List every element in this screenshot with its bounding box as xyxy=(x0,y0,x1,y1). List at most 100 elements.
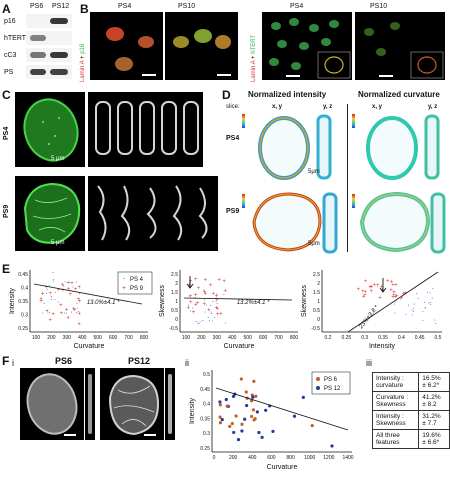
x-tick-label: 0 xyxy=(213,455,216,461)
data-point-ps9: + xyxy=(194,303,198,309)
svg-text:+: + xyxy=(217,278,221,284)
data-point-ps4: · xyxy=(423,298,426,307)
y-tick-label: 1.5 xyxy=(313,290,320,296)
x-tick-label: 1400 xyxy=(342,455,353,461)
panel-d-title-intensity: Normalized intensity xyxy=(248,90,327,99)
svg-text:+: + xyxy=(392,290,396,296)
data-point-ps4: · xyxy=(210,309,213,318)
panel-f-i-label: i xyxy=(12,358,14,368)
data-point-ps6 xyxy=(240,422,244,426)
x-tick-label: 800 xyxy=(286,455,295,461)
panel-label-a: A xyxy=(2,2,11,16)
data-point-ps9: + xyxy=(394,282,398,288)
data-point-ps4: · xyxy=(210,308,213,317)
svg-text:+: + xyxy=(194,277,198,283)
svg-text:+: + xyxy=(187,283,191,289)
svg-text:·: · xyxy=(415,289,418,298)
data-point-ps4: · xyxy=(46,285,49,294)
data-point-ps9: + xyxy=(203,302,207,308)
data-point-ps9: + xyxy=(361,289,365,295)
svg-text:+: + xyxy=(189,300,193,306)
svg-text:+: + xyxy=(378,296,382,302)
y-tick-label: 0.5 xyxy=(313,308,320,314)
data-point-ps9: + xyxy=(222,279,226,285)
svg-text:·: · xyxy=(52,275,55,284)
data-point-ps4: · xyxy=(433,315,436,324)
data-point-ps12 xyxy=(301,395,305,399)
data-point-ps6 xyxy=(310,423,314,428)
svg-text:·: · xyxy=(428,298,431,307)
svg-text:+: + xyxy=(59,303,63,309)
y-axis-label: Intensity xyxy=(9,287,16,314)
svg-text:·: · xyxy=(188,291,191,300)
y-tick-label: 1.5 xyxy=(171,290,178,296)
svg-text:·: · xyxy=(215,297,218,306)
trend-line xyxy=(347,271,439,333)
data-point-ps4: · xyxy=(41,309,44,318)
panel-b-left-ylabel: Lamin A + p16 xyxy=(80,43,86,82)
data-point-ps4: · xyxy=(66,278,69,287)
data-point-ps12 xyxy=(260,435,264,439)
data-point-ps4: · xyxy=(48,281,51,290)
data-point-ps12 xyxy=(218,400,222,404)
svg-text:·: · xyxy=(426,288,429,297)
svg-text:·: · xyxy=(52,268,55,277)
y-axis-label: Intensity xyxy=(189,397,196,424)
x-tick-label: 200 xyxy=(229,455,238,461)
trend-line xyxy=(33,283,143,305)
data-point-ps4: · xyxy=(62,282,65,291)
x-tick-label: 0.2 xyxy=(325,335,332,341)
table-cell-feature: Intensity : curvature xyxy=(371,372,420,392)
svg-text:+: + xyxy=(219,311,223,317)
blot-label-ps: PS xyxy=(4,69,14,76)
panel-b-right-ylabel: Lamin A + hTERT xyxy=(251,34,257,82)
svg-text:+: + xyxy=(212,291,216,297)
data-point-ps4: · xyxy=(194,293,197,302)
data-point-ps9: + xyxy=(189,294,193,300)
data-point-ps9: + xyxy=(67,286,71,292)
legend-label: PS 6 xyxy=(324,377,338,383)
lane-label-ps6: PS6 xyxy=(30,3,44,10)
panel-b-left-col1: PS4 xyxy=(118,3,132,10)
panel-d-scale-ps4: 5μm xyxy=(308,169,320,175)
data-point-ps4: · xyxy=(415,289,418,298)
data-point-ps4: · xyxy=(78,289,81,298)
svg-text:+: + xyxy=(203,302,207,308)
x-tick-label: 0.35 xyxy=(378,335,388,341)
data-point-ps9: + xyxy=(394,295,398,301)
data-point-ps4: · xyxy=(197,319,200,328)
data-point-ps9: + xyxy=(39,297,43,303)
data-point-ps6 xyxy=(239,377,243,381)
y-tick-label: 2 xyxy=(317,281,320,287)
x-axis-label: Curvature xyxy=(267,464,298,471)
panel-d-yz-label-right: y, z xyxy=(428,104,438,110)
panel-label-e: E xyxy=(2,262,11,276)
micrograph-c-ps4-slices xyxy=(88,92,203,167)
legend-panel-f: PS 6 PS 12 xyxy=(311,371,351,395)
svg-text:·: · xyxy=(50,295,53,304)
svg-text:+: + xyxy=(67,281,71,287)
svg-text:·: · xyxy=(211,317,214,326)
data-point-ps9: + xyxy=(204,277,208,283)
y-tick-label: 0.4 xyxy=(21,286,28,292)
data-point-ps9: + xyxy=(77,297,81,303)
data-point-ps9: + xyxy=(70,281,74,287)
data-point-ps4: · xyxy=(64,277,67,286)
data-point-ps9: + xyxy=(207,307,211,313)
data-point-ps4: · xyxy=(46,306,49,315)
data-point-ps4: · xyxy=(63,308,66,317)
table-cell-feature: Intensity : Skewness xyxy=(371,410,420,430)
svg-text:+: + xyxy=(394,295,398,301)
svg-text:·: · xyxy=(76,303,79,312)
y-tick-label: 0.3 xyxy=(21,313,28,319)
panel-f-ps12-label: PS12 xyxy=(128,356,151,366)
data-point-ps9: + xyxy=(196,300,200,306)
trend-annotation: 13.2%±4.1 * xyxy=(237,300,270,306)
data-point-ps4: · xyxy=(429,300,432,309)
data-point-ps9: + xyxy=(392,290,396,296)
svg-text:·: · xyxy=(213,313,216,322)
data-point-ps4: · xyxy=(45,289,48,298)
data-point-ps4: · xyxy=(76,299,79,308)
svg-text:·: · xyxy=(72,282,75,291)
